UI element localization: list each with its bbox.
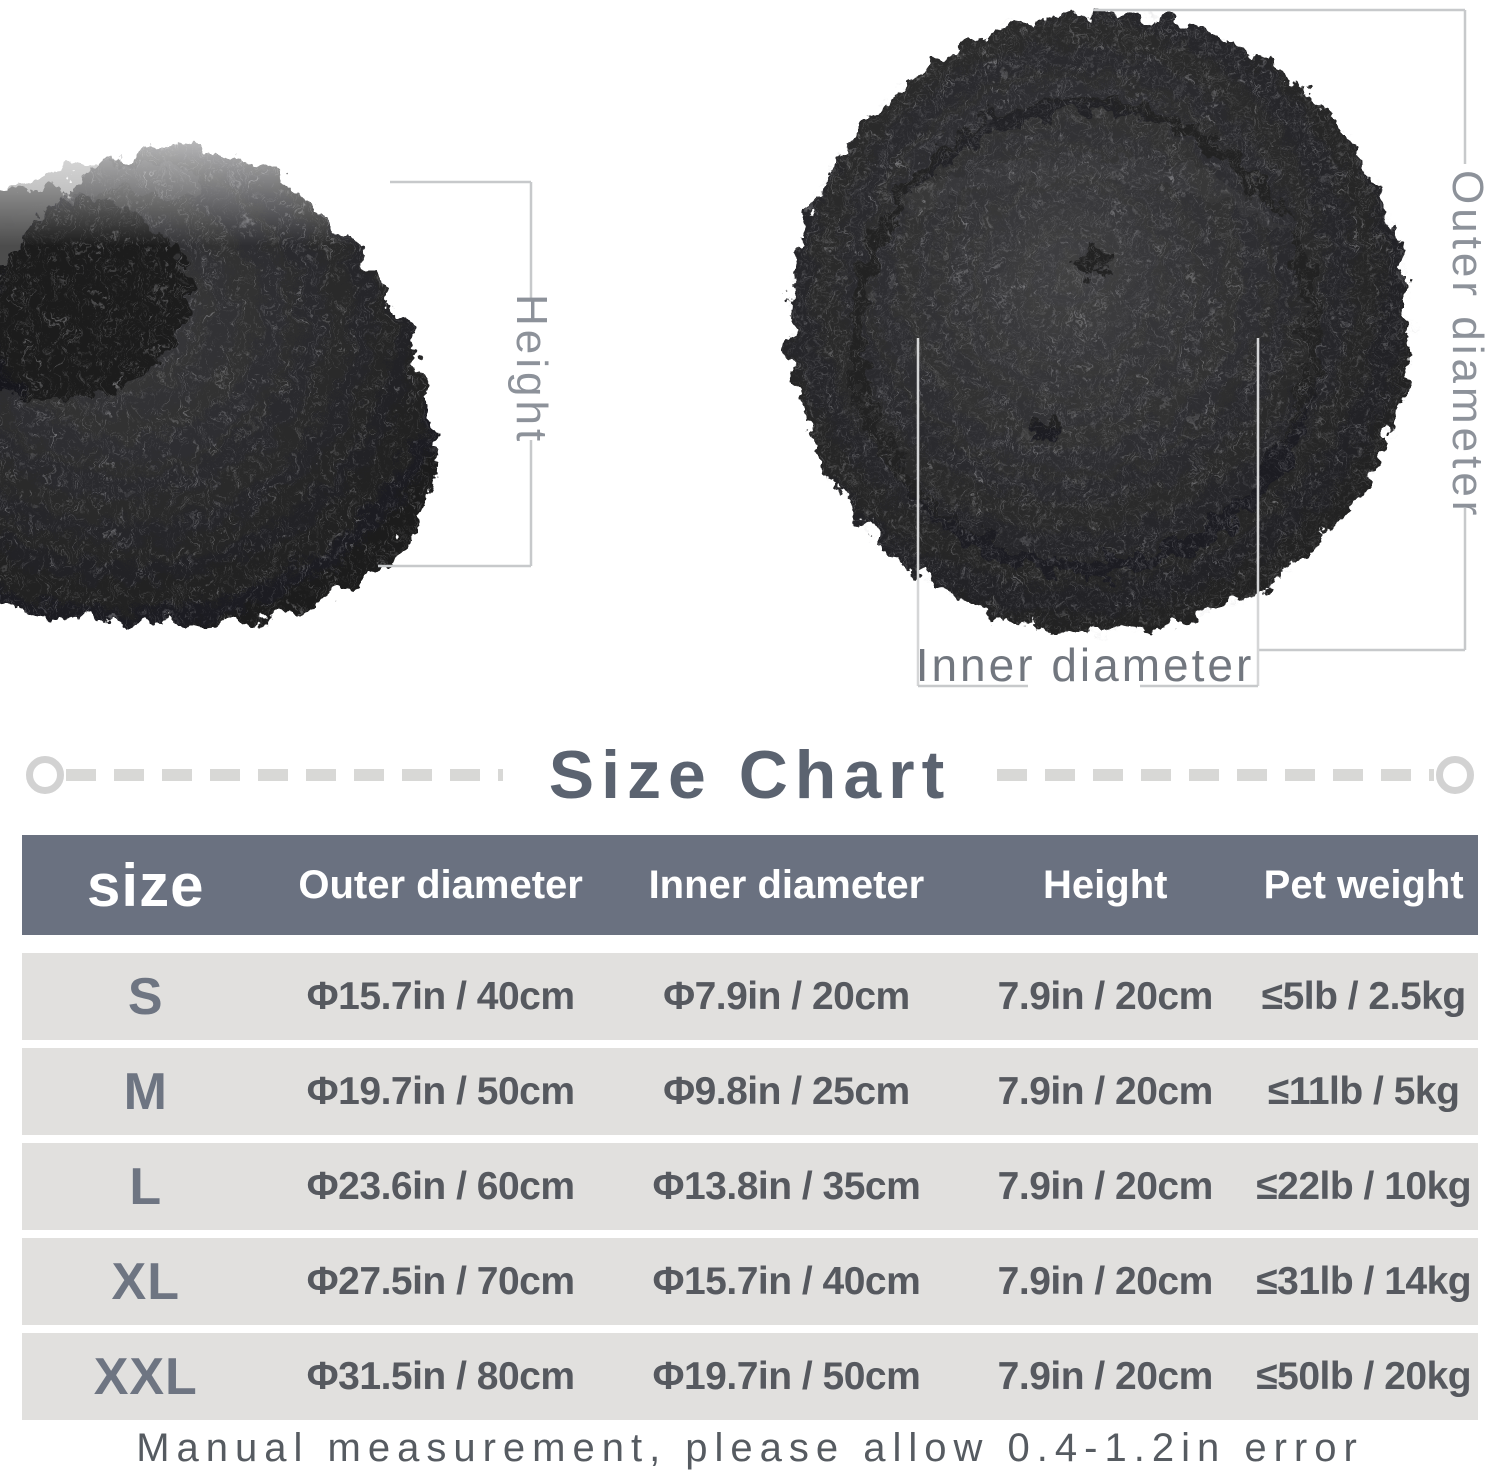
- table-header-row: size Outer diameter Inner diameter Heigh…: [22, 835, 1478, 935]
- outer-diameter-label: Outer diameter: [1443, 170, 1492, 520]
- bed-top-view-photo: [790, 13, 1410, 634]
- header-outer-diameter: Outer diameter: [298, 862, 583, 907]
- table-row-xl: XL Φ27.5in / 70cm Φ15.7in / 40cm 7.9in /…: [22, 1238, 1478, 1325]
- measurement-disclaimer: Manual measurement, please allow 0.4-1.2…: [136, 1426, 1364, 1470]
- header-inner-diameter: Inner diameter: [648, 862, 925, 907]
- cell-height: 7.9in / 20cm: [997, 1259, 1214, 1303]
- bed-side-view-photo: [0, 96, 520, 626]
- cell-weight: ≤50lb / 20kg: [1256, 1354, 1472, 1398]
- cell-size: XL: [111, 1252, 180, 1311]
- header-height: Height: [1043, 862, 1168, 907]
- measurement-lines: [378, 8, 1467, 688]
- cell-size: L: [129, 1157, 163, 1216]
- cell-inner: Φ7.9in / 20cm: [663, 974, 910, 1018]
- dash-end-circle-left: [26, 756, 64, 794]
- size-table: size Outer diameter Inner diameter Heigh…: [22, 835, 1478, 1420]
- cell-outer: Φ23.6in / 60cm: [306, 1164, 575, 1208]
- cell-outer: Φ27.5in / 70cm: [306, 1259, 575, 1303]
- cell-outer: Φ15.7in / 40cm: [306, 974, 575, 1018]
- height-label: Height: [507, 294, 556, 446]
- cell-height: 7.9in / 20cm: [997, 1354, 1214, 1398]
- cell-weight: ≤22lb / 10kg: [1256, 1164, 1472, 1208]
- cell-outer: Φ31.5in / 80cm: [306, 1354, 575, 1398]
- cell-weight: ≤5lb / 2.5kg: [1261, 974, 1466, 1018]
- table-row-xxl: XXL Φ31.5in / 80cm Φ19.7in / 50cm 7.9in …: [22, 1333, 1478, 1420]
- cell-weight: ≤11lb / 5kg: [1267, 1069, 1460, 1113]
- table-row-m: M Φ19.7in / 50cm Φ9.8in / 25cm 7.9in / 2…: [22, 1048, 1478, 1135]
- hero-illustration: [0, 8, 1467, 688]
- header-pet-weight: Pet weight: [1263, 862, 1464, 907]
- cell-size: XXL: [93, 1347, 198, 1406]
- table-row-l: L Φ23.6in / 60cm Φ13.8in / 35cm 7.9in / …: [22, 1143, 1478, 1230]
- cell-weight: ≤31lb / 14kg: [1256, 1259, 1472, 1303]
- cell-height: 7.9in / 20cm: [997, 1164, 1214, 1208]
- cell-inner: Φ9.8in / 25cm: [663, 1069, 910, 1113]
- cell-inner: Φ13.8in / 35cm: [652, 1164, 921, 1208]
- cell-inner: Φ15.7in / 40cm: [652, 1259, 921, 1303]
- cell-inner: Φ19.7in / 50cm: [652, 1354, 921, 1398]
- cell-height: 7.9in / 20cm: [997, 1069, 1214, 1113]
- dashed-rule-right: [997, 769, 1434, 781]
- title-band: Size Chart: [0, 722, 1500, 828]
- table-row-s: S Φ15.7in / 40cm Φ7.9in / 20cm 7.9in / 2…: [22, 953, 1478, 1040]
- cell-outer: Φ19.7in / 50cm: [306, 1069, 575, 1113]
- cell-height: 7.9in / 20cm: [997, 974, 1214, 1018]
- inner-diameter-label: Inner diameter: [915, 639, 1255, 691]
- cell-size: S: [127, 967, 164, 1026]
- header-size: size: [87, 851, 205, 919]
- dashed-rule-left: [66, 769, 503, 781]
- dash-end-circle-right: [1436, 756, 1474, 794]
- cell-size: M: [123, 1062, 168, 1121]
- page-title: Size Chart: [548, 737, 952, 813]
